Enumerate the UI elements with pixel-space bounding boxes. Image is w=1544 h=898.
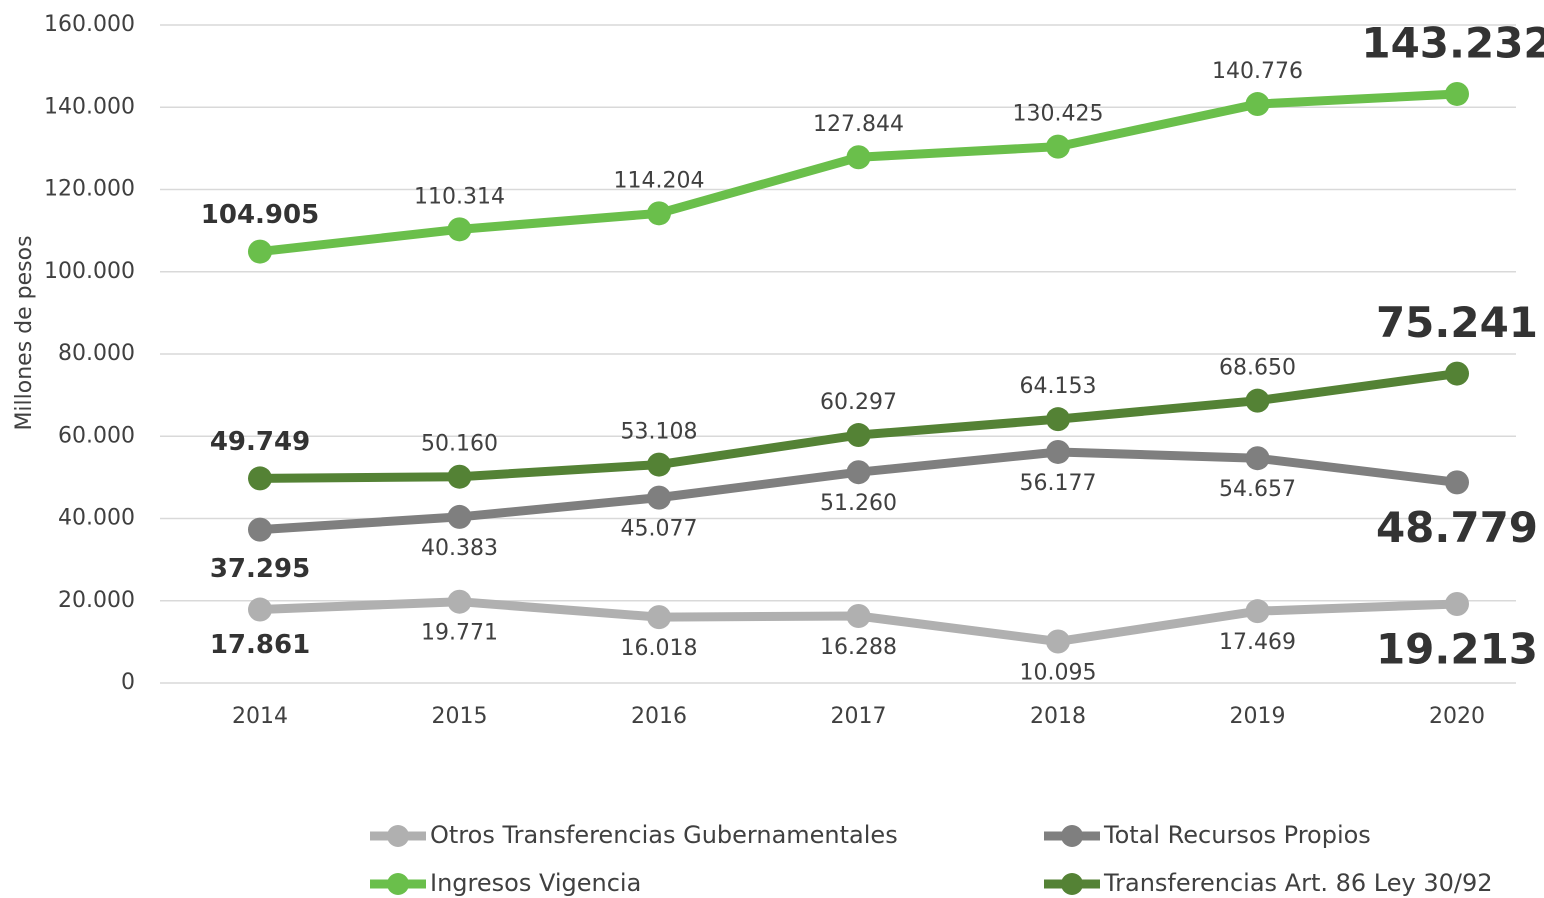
data-label: 49.749 bbox=[210, 427, 310, 457]
data-label: 140.776 bbox=[1212, 59, 1303, 84]
marker bbox=[1046, 134, 1070, 159]
legend-marker bbox=[387, 873, 409, 895]
data-label: 40.383 bbox=[421, 536, 498, 561]
marker bbox=[846, 604, 871, 629]
data-label: 51.260 bbox=[820, 491, 897, 516]
data-label: 130.425 bbox=[1013, 102, 1104, 127]
data-label: 16.288 bbox=[820, 635, 897, 660]
data-label: 45.077 bbox=[621, 517, 698, 542]
marker bbox=[846, 145, 871, 170]
y-tick-label: 20.000 bbox=[58, 588, 135, 613]
legend-label: Total Recursos Propios bbox=[1103, 821, 1371, 849]
data-label: 127.844 bbox=[813, 112, 904, 137]
marker bbox=[846, 460, 871, 485]
marker bbox=[447, 504, 472, 529]
legend-label: Transferencias Art. 86 Ley 30/92 bbox=[1103, 869, 1493, 897]
marker bbox=[647, 201, 671, 226]
x-tick-label: 2017 bbox=[831, 704, 887, 729]
data-label: 10.095 bbox=[1020, 660, 1097, 685]
x-tick-label: 2020 bbox=[1429, 704, 1485, 729]
y-tick-label: 40.000 bbox=[58, 506, 135, 531]
data-label: 53.108 bbox=[621, 420, 698, 445]
y-tick-label: 160.000 bbox=[44, 12, 135, 37]
data-label: 54.657 bbox=[1219, 477, 1296, 502]
data-label: 75.241 bbox=[1376, 298, 1538, 347]
data-label: 19.771 bbox=[421, 621, 498, 646]
marker bbox=[248, 239, 272, 264]
data-label: 56.177 bbox=[1020, 471, 1097, 496]
x-tick-label: 2018 bbox=[1030, 704, 1086, 729]
marker bbox=[248, 517, 272, 542]
data-label: 64.153 bbox=[1020, 374, 1097, 399]
y-tick-label: 140.000 bbox=[44, 94, 135, 119]
data-label: 19.213 bbox=[1376, 624, 1538, 673]
legend-label: Otros Transferencias Gubernamentales bbox=[430, 821, 898, 849]
legend-marker bbox=[1061, 873, 1083, 895]
marker bbox=[1245, 599, 1270, 624]
data-label: 48.779 bbox=[1376, 503, 1538, 552]
marker bbox=[647, 485, 671, 510]
marker bbox=[1445, 81, 1469, 106]
data-label: 50.160 bbox=[421, 432, 498, 457]
legend-marker bbox=[387, 825, 409, 847]
data-label: 104.905 bbox=[201, 200, 319, 230]
marker bbox=[248, 466, 272, 491]
legend-label: Ingresos Vigencia bbox=[430, 869, 641, 897]
x-tick-label: 2016 bbox=[631, 704, 687, 729]
legend-marker bbox=[1061, 825, 1083, 847]
data-label: 37.295 bbox=[210, 554, 310, 584]
data-label: 68.650 bbox=[1219, 356, 1296, 381]
data-label: 143.232 bbox=[1361, 18, 1544, 67]
y-tick-label: 120.000 bbox=[44, 177, 135, 202]
marker bbox=[447, 464, 472, 489]
marker bbox=[447, 217, 472, 242]
marker bbox=[846, 423, 871, 448]
data-label: 110.314 bbox=[414, 184, 505, 209]
marker bbox=[647, 452, 671, 477]
marker bbox=[1046, 407, 1070, 432]
data-label: 17.861 bbox=[210, 630, 310, 660]
data-label: 16.018 bbox=[621, 636, 698, 661]
marker bbox=[1445, 361, 1469, 386]
marker bbox=[1046, 439, 1070, 464]
data-label: 114.204 bbox=[614, 168, 705, 193]
marker bbox=[1046, 629, 1070, 654]
marker bbox=[1445, 591, 1469, 616]
marker bbox=[248, 597, 272, 622]
marker bbox=[1245, 446, 1270, 471]
x-tick-label: 2014 bbox=[232, 704, 288, 729]
marker bbox=[1245, 388, 1270, 413]
y-tick-label: 60.000 bbox=[58, 423, 135, 448]
data-label: 17.469 bbox=[1219, 630, 1296, 655]
y-tick-label: 80.000 bbox=[58, 341, 135, 366]
y-tick-label: 0 bbox=[121, 670, 135, 695]
x-tick-label: 2015 bbox=[432, 704, 488, 729]
y-axis-title: Millones de pesos bbox=[12, 235, 37, 430]
marker bbox=[1445, 470, 1469, 495]
y-tick-label: 100.000 bbox=[44, 259, 135, 284]
x-tick-label: 2019 bbox=[1230, 704, 1286, 729]
data-label: 60.297 bbox=[820, 390, 897, 415]
marker bbox=[647, 605, 671, 630]
marker bbox=[1245, 92, 1270, 117]
marker bbox=[447, 589, 472, 614]
